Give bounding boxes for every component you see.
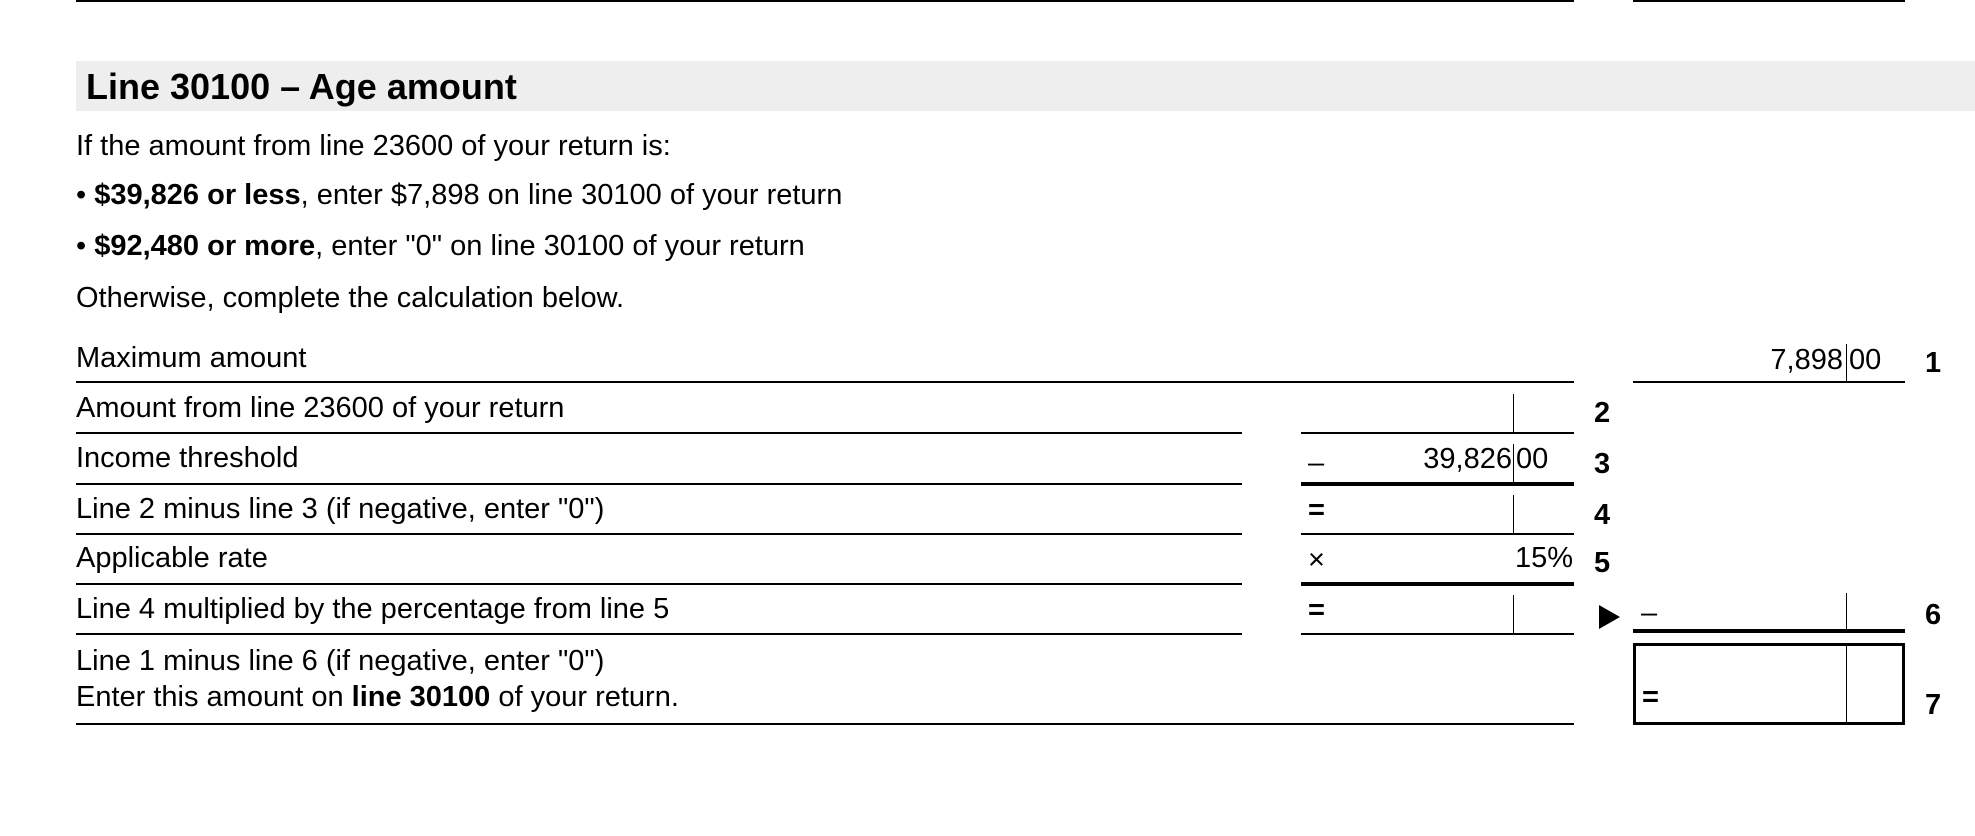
section-header [76,61,1975,111]
line-1-number: 1 [1925,347,1942,379]
line-6-operator: = [1308,594,1325,626]
line-4-label: Line 2 minus line 3 (if negative, enter … [76,493,605,525]
line-4-separator [1513,495,1514,533]
line-1-dollars[interactable]: 7,898 [1770,344,1843,376]
top-rule-right [1633,0,1905,2]
line-7-instruction-post: of your return. [490,681,679,713]
line-5-rate: 15% [1514,542,1573,574]
line-5-rule [76,583,1242,585]
line-7-instruction-pre: Enter this amount on [76,681,352,713]
line-6-right-operator: – [1641,597,1658,629]
bullet-1: • $39,826 or less, enter $7,898 on line … [76,179,843,211]
line-7-separator [1846,646,1847,722]
line-1-rule [76,381,1574,383]
line-7-instruction-bold: line 30100 [351,681,491,713]
bullet-1-text: , enter $7,898 on line 30100 of your ret… [300,179,843,211]
line-2-rule [76,432,1242,434]
bullet-1-bold: $39,826 or less [94,179,301,211]
line-4-operator: = [1308,494,1325,526]
line-7-rule [76,723,1574,725]
line-5-operator: × [1308,544,1325,576]
line-6-label: Line 4 multiplied by the percentage from… [76,593,670,625]
line-7-result-box[interactable] [1633,643,1905,725]
line-6-number: 6 [1925,599,1942,631]
line-7-number: 7 [1925,689,1942,721]
line-1-field-rule [1633,381,1905,383]
line-6-right-separator [1846,593,1847,630]
line-3-rule [76,483,1242,485]
line-3-separator [1513,444,1514,482]
line-4-field-rule [1301,533,1574,535]
line-1-label: Maximum amount [76,342,307,374]
line-2-separator [1513,394,1514,432]
line-5-field-rule [1301,582,1574,586]
bullet-2: • $92,480 or more, enter "0" on line 301… [76,230,805,262]
section-title: Line 30100 – Age amount [86,66,517,107]
bullet-2-bold: $92,480 or more [94,230,316,262]
line-4-rule [76,533,1242,535]
line-7-instruction: Enter this amount on line 30100 of your … [76,680,679,714]
bullet-2-text: , enter "0" on line 30100 of your return [315,230,805,262]
line-1-separator [1846,344,1847,382]
line-3-cents[interactable]: 00 [1516,443,1549,475]
otherwise-text: Otherwise, complete the calculation belo… [76,282,625,314]
line-4-number: 4 [1594,499,1611,531]
line-7-operator: = [1642,681,1659,713]
line-2-label: Amount from line 23600 of your return [76,392,565,424]
line-6-right-field-rule [1633,629,1905,633]
line-2-number: 2 [1594,397,1611,429]
line-3-field-rule [1301,482,1574,486]
line-3-dollars[interactable]: 39,826 [1423,443,1512,475]
line-5-label: Applicable rate [76,542,268,574]
line-3-label: Income threshold [76,442,299,474]
arrow-right-icon [1599,605,1620,629]
line-6-field-rule [1301,633,1574,635]
line-1-cents[interactable]: 00 [1849,344,1882,376]
line-3-operator: – [1308,447,1325,479]
top-rule [76,0,1574,2]
line-2-field-rule [1301,432,1574,434]
line-3-number: 3 [1594,448,1611,480]
line-5-number: 5 [1594,547,1611,579]
intro-text: If the amount from line 23600 of your re… [76,130,671,162]
line-6-rule [76,633,1242,635]
line-7-label: Line 1 minus line 6 (if negative, enter … [76,645,605,677]
line-6-separator [1513,595,1514,633]
